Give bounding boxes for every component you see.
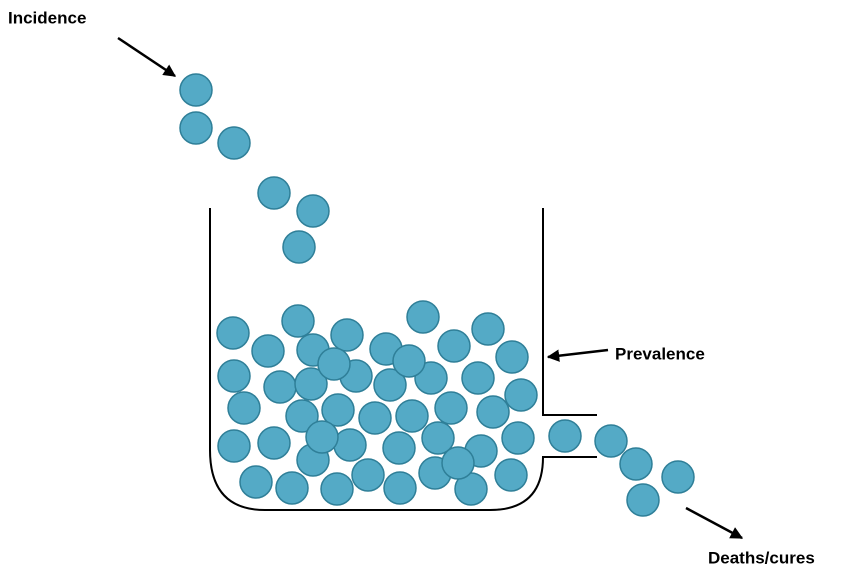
ball [438, 330, 470, 362]
ball [228, 392, 260, 424]
outflow-label: Deaths/cures [708, 548, 815, 567]
ball [662, 461, 694, 493]
incidence-arrow [118, 38, 175, 76]
ball [505, 379, 537, 411]
ball [393, 345, 425, 377]
ball [383, 432, 415, 464]
ball [217, 317, 249, 349]
ball [180, 74, 212, 106]
ball [321, 473, 353, 505]
ball [306, 421, 338, 453]
ball [252, 335, 284, 367]
ball [472, 313, 504, 345]
prevalence-arrow [548, 350, 608, 357]
ball [258, 177, 290, 209]
ball [442, 447, 474, 479]
ball [502, 422, 534, 454]
ball [264, 371, 296, 403]
ball [462, 362, 494, 394]
ball [297, 195, 329, 227]
ball [627, 484, 659, 516]
ball [331, 319, 363, 351]
ball [180, 112, 212, 144]
ball [495, 459, 527, 491]
prevalence-label: Prevalence [615, 344, 705, 363]
ball [407, 301, 439, 333]
ball [282, 305, 314, 337]
ball [477, 396, 509, 428]
ball [352, 459, 384, 491]
ball [283, 231, 315, 263]
ball [549, 420, 581, 452]
ball [435, 392, 467, 424]
ball [396, 400, 428, 432]
outflow-arrow [686, 508, 742, 538]
ball [218, 127, 250, 159]
ball [359, 402, 391, 434]
ball [384, 472, 416, 504]
ball [218, 430, 250, 462]
incidence-label: Incidence [8, 8, 86, 27]
ball [258, 427, 290, 459]
ball [240, 466, 272, 498]
balls [180, 74, 694, 516]
ball [334, 429, 366, 461]
ball [276, 472, 308, 504]
ball [496, 341, 528, 373]
ball [620, 448, 652, 480]
diagram: Incidence Prevalence Deaths/cures [0, 0, 853, 569]
ball [318, 348, 350, 380]
ball [595, 425, 627, 457]
ball [218, 360, 250, 392]
